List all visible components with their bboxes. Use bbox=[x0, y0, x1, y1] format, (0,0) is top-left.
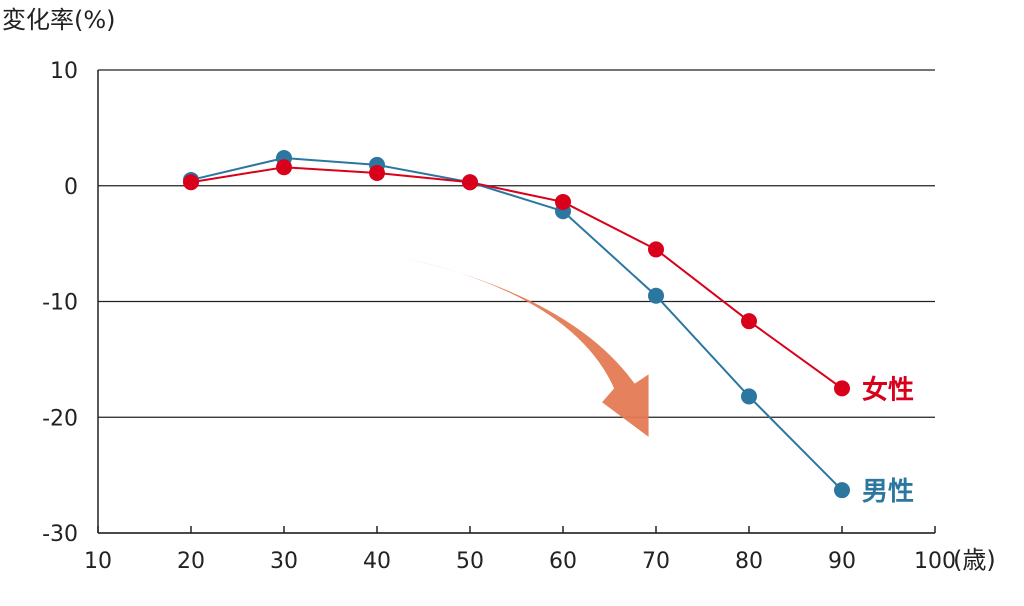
x-tick-label: 80 bbox=[735, 549, 763, 574]
series-line bbox=[190, 156, 843, 491]
data-point bbox=[462, 174, 478, 191]
x-tick-label: 10 bbox=[84, 549, 112, 574]
legend-label-male: 男性 bbox=[862, 477, 914, 507]
y-tick-label: -30 bbox=[42, 522, 78, 547]
legend-label-female: 女性 bbox=[862, 374, 914, 405]
y-tick-label: -10 bbox=[42, 291, 78, 316]
trend-arrow bbox=[403, 257, 649, 437]
x-tick-label: 70 bbox=[642, 549, 670, 574]
x-tick-label: 90 bbox=[828, 549, 856, 574]
x-tick-label: 20 bbox=[177, 549, 205, 574]
y-tick-label: -20 bbox=[42, 406, 78, 431]
x-tick-label: 60 bbox=[549, 549, 577, 574]
y-tick-label: 10 bbox=[50, 59, 78, 84]
data-point bbox=[741, 313, 757, 330]
data-point bbox=[741, 388, 757, 405]
data-point bbox=[276, 159, 292, 176]
y-axis-label: 変化率(%) bbox=[2, 6, 116, 34]
x-tick-label: 100 bbox=[914, 549, 956, 574]
data-point bbox=[648, 287, 664, 304]
gridlines bbox=[98, 69, 935, 534]
data-point bbox=[555, 193, 571, 210]
data-point bbox=[648, 241, 664, 258]
x-axis-unit-label: (歳) bbox=[953, 546, 996, 574]
data-point bbox=[834, 482, 850, 499]
series-female bbox=[183, 159, 850, 397]
x-tick-label: 40 bbox=[363, 549, 391, 574]
data-series bbox=[183, 149, 850, 499]
data-point bbox=[369, 165, 385, 182]
axes bbox=[97, 70, 936, 534]
y-tick-label: 0 bbox=[64, 175, 78, 200]
series-line bbox=[190, 166, 843, 390]
x-tick-label: 50 bbox=[456, 549, 484, 574]
data-point bbox=[183, 174, 199, 191]
data-point bbox=[834, 380, 850, 397]
x-tick-label: 30 bbox=[270, 549, 298, 574]
